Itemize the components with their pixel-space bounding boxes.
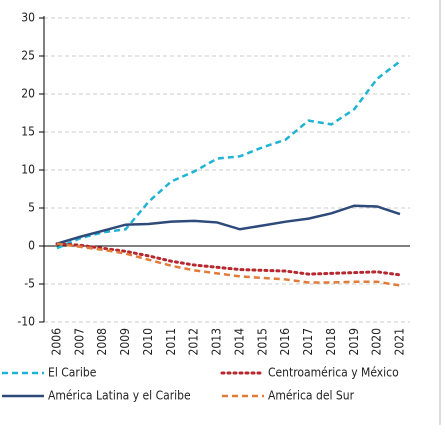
y-tick-label: 15 (21, 125, 35, 139)
y-tick-label: 0 (28, 239, 35, 253)
series-line (56, 242, 401, 287)
legend-label: Centroamérica y México (268, 366, 399, 380)
legend-label: El Caribe (48, 366, 97, 380)
x-tick-label: 2009 (118, 328, 132, 356)
x-tick-label: 2013 (210, 328, 224, 355)
series-line (56, 204, 401, 245)
y-tick-label: 30 (21, 11, 35, 25)
y-tick-label: 10 (21, 163, 35, 177)
legend-label: América del Sur (268, 389, 355, 403)
y-tick-label: 20 (21, 87, 35, 101)
y-tick-label: -5 (24, 277, 35, 291)
x-tick-label: 2018 (324, 328, 338, 356)
y-tick-label: -10 (17, 315, 35, 329)
legend-label: América Latina y el Caribe (48, 389, 191, 403)
x-tick-label: 2019 (347, 328, 361, 356)
y-tick-label: 25 (21, 49, 35, 63)
series-line (55, 242, 402, 277)
x-tick-label: 2011 (164, 328, 178, 355)
x-tick-label: 2015 (255, 328, 269, 355)
x-tick-label: 2017 (301, 328, 315, 355)
x-tick-label: 2006 (50, 328, 64, 356)
y-tick-label: 5 (28, 201, 35, 215)
x-tick-label: 2014 (232, 328, 246, 356)
x-tick-label: 2008 (95, 328, 109, 356)
x-tick-label: 2020 (370, 328, 384, 356)
x-tick-label: 2021 (393, 328, 407, 355)
x-tick-label: 2012 (187, 328, 201, 355)
x-tick-label: 2010 (141, 328, 155, 356)
series-line (56, 60, 401, 250)
x-tick-label: 2016 (278, 328, 292, 356)
x-tick-label: 2007 (72, 328, 86, 355)
